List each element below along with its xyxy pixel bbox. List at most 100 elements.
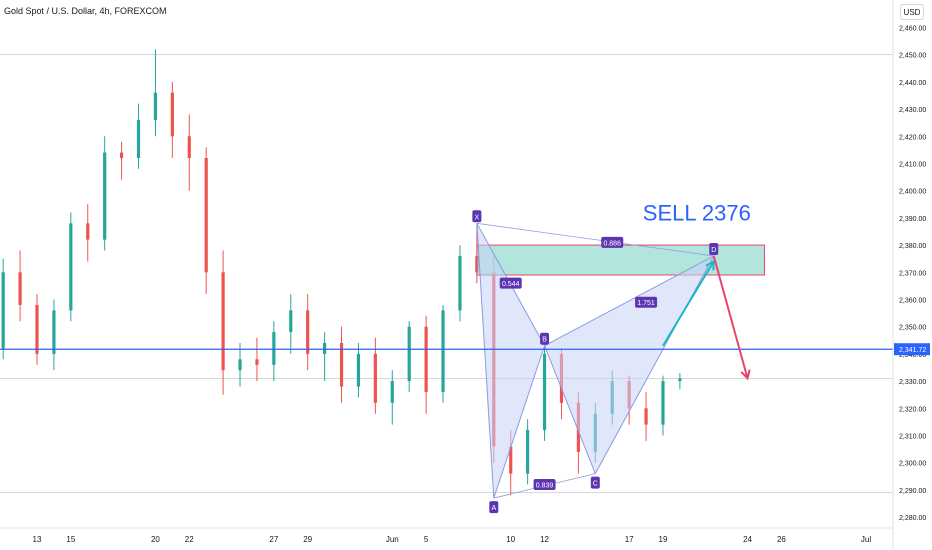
time-tick-label: 13 xyxy=(33,535,42,544)
candle-body xyxy=(644,408,648,425)
sell-annotation: SELL 2376 xyxy=(643,201,751,226)
candle-body xyxy=(339,343,344,387)
price-tick-label: 2,280.00 xyxy=(899,515,926,522)
candle-body xyxy=(441,310,445,392)
price-tick-label: 2,350.00 xyxy=(899,325,926,332)
time-tick-label: Jun xyxy=(386,535,399,544)
price-tick-label: 2,340.00 xyxy=(899,352,926,359)
candle-body xyxy=(390,381,394,403)
time-tick-label: 24 xyxy=(743,535,752,544)
candle-body xyxy=(661,381,665,425)
pattern-triangle-bcd xyxy=(543,254,715,475)
candle-body xyxy=(526,430,530,474)
ratio-label: 1.751 xyxy=(637,300,655,307)
guide-arrow-head xyxy=(705,259,715,271)
time-tick-label: 26 xyxy=(777,535,786,544)
time-tick-label: 10 xyxy=(506,535,515,544)
candle-body xyxy=(255,359,259,365)
candle-body xyxy=(35,304,39,354)
guide-arrow-head xyxy=(740,369,751,381)
candle-body xyxy=(153,92,158,120)
ratio-label-bg xyxy=(499,277,522,289)
grid-layer xyxy=(0,54,893,494)
pattern-point-label: X xyxy=(475,214,480,221)
candle-body xyxy=(407,326,411,382)
candle-body xyxy=(18,272,22,305)
ratio-label: 0.886 xyxy=(603,240,621,247)
candle-body xyxy=(458,255,462,311)
candle-body xyxy=(103,152,107,240)
candle-body xyxy=(509,446,513,474)
price-tick-label: 2,370.00 xyxy=(899,270,926,277)
price-tick-label: 2,300.00 xyxy=(899,461,926,468)
time-tick-label: Jul xyxy=(861,535,871,544)
price-tick-label: 2,330.00 xyxy=(899,379,926,386)
pattern-point-label-bg xyxy=(540,332,550,345)
time-tick-label: 19 xyxy=(659,535,668,544)
time-tick-label: 12 xyxy=(540,535,549,544)
candle-body xyxy=(323,343,327,354)
pattern-point-label: A xyxy=(491,505,496,512)
guide-arrow-line xyxy=(712,255,749,379)
candle-body xyxy=(678,378,682,382)
candle-body xyxy=(306,310,310,354)
price-tick-label: 2,390.00 xyxy=(899,216,926,223)
candle-body xyxy=(542,353,547,431)
currency-selector[interactable]: USD xyxy=(900,4,924,20)
pattern-point-label: C xyxy=(593,481,598,488)
pattern-line-xd xyxy=(476,222,714,257)
candle-body xyxy=(86,223,90,240)
candle-body xyxy=(187,136,191,159)
price-tick-label: 2,420.00 xyxy=(899,134,926,141)
price-tick-label: 2,360.00 xyxy=(899,297,926,304)
time-tick-label: 17 xyxy=(625,535,634,544)
candle-body xyxy=(52,310,56,354)
time-tick-label: 27 xyxy=(269,535,278,544)
time-tick-label: 22 xyxy=(185,535,194,544)
price-tick-label: 2,290.00 xyxy=(899,488,926,495)
pattern-point-label-bg xyxy=(709,242,719,255)
candle-body xyxy=(69,223,73,311)
pattern-point-label-bg xyxy=(590,476,600,489)
candle-body xyxy=(424,326,428,392)
time-tick-label: 5 xyxy=(424,535,429,544)
candle-body xyxy=(119,152,124,159)
time-tick-label: 20 xyxy=(151,535,160,544)
candle-body xyxy=(356,353,361,387)
candle-body xyxy=(238,359,242,371)
time-tick-label: 29 xyxy=(303,535,312,544)
candle-body xyxy=(272,332,276,365)
price-tick-label: 2,440.00 xyxy=(899,80,926,87)
pattern-point-label: B xyxy=(542,337,547,344)
time-tick-label: 15 xyxy=(66,535,75,544)
candle-body xyxy=(136,119,141,159)
current-price-tag-bg xyxy=(894,343,930,356)
candle-body xyxy=(1,272,5,349)
pattern-point-label-bg xyxy=(472,210,482,223)
price-tick-label: 2,430.00 xyxy=(899,107,926,114)
pattern-point-label: D xyxy=(711,247,716,254)
pattern-point-label-bg xyxy=(489,501,499,514)
price-tick-label: 2,460.00 xyxy=(899,25,926,32)
ratio-label: 0.839 xyxy=(536,482,554,489)
ratio-label-bg xyxy=(635,296,658,308)
price-tick-label: 2,380.00 xyxy=(899,243,926,250)
candle-body xyxy=(221,272,225,371)
sell-zone xyxy=(476,244,765,276)
price-tick-label: 2,320.00 xyxy=(899,406,926,413)
ratio-label-bg xyxy=(533,478,556,490)
ratio-label-bg xyxy=(601,236,624,248)
candle-body xyxy=(170,92,174,137)
guide-arrow-line xyxy=(662,260,715,347)
current-price-tag: 2,341.72 xyxy=(899,347,926,354)
price-tick-label: 2,450.00 xyxy=(899,53,926,60)
candle-body xyxy=(204,158,208,273)
candle-body xyxy=(373,353,377,403)
price-tick-label: 2,400.00 xyxy=(899,189,926,196)
price-tick-label: 2,410.00 xyxy=(899,161,926,168)
chart-title: Gold Spot / U.S. Dollar, 4h, FOREXCOM xyxy=(4,6,167,16)
candle-body xyxy=(289,310,293,333)
pattern-layer: 0.886 0.544 1.751 0.839 X A B C D SELL 2376 xyxy=(0,201,893,514)
